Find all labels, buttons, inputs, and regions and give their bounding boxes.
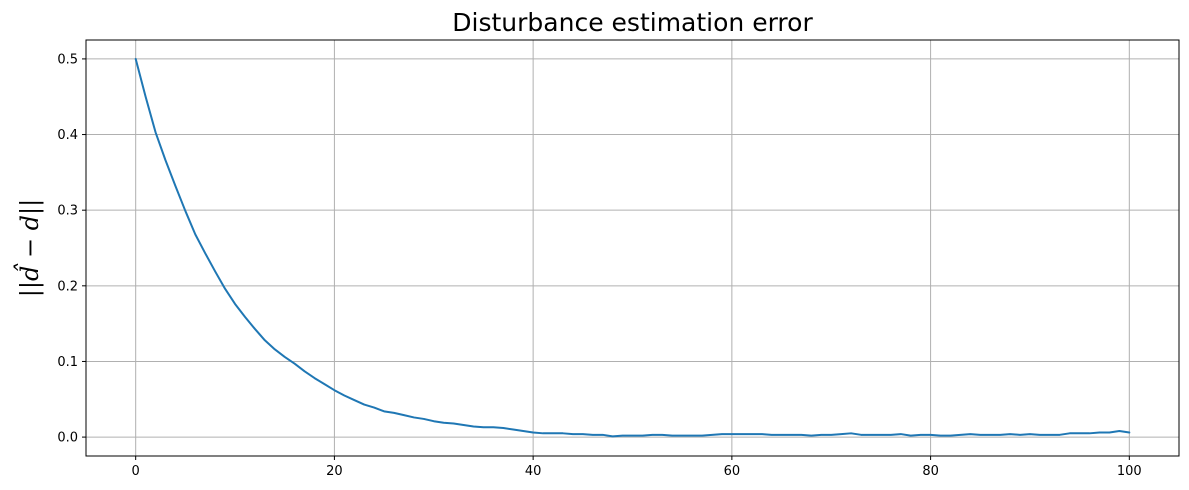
series-layer [134, 57, 1131, 438]
chart-title: Disturbance estimation error [452, 8, 813, 37]
x-tick-label: 40 [525, 464, 542, 479]
grid [86, 40, 1179, 456]
y-tick-label: 0.3 [57, 204, 78, 219]
y-tick-label: 0.0 [57, 431, 78, 446]
series-line [134, 57, 1131, 438]
x-tick-label: 20 [326, 464, 343, 479]
x-tick-label: 80 [922, 464, 939, 479]
y-tick-label: 0.1 [57, 355, 78, 370]
x-tick-label: 60 [724, 464, 741, 479]
x-tick-label: 100 [1117, 464, 1142, 479]
y-axis: 0.0 0.1 0.2 0.3 0.4 0.5 [57, 52, 86, 446]
y-tick-label: 0.2 [57, 279, 78, 294]
y-axis-label: ||d̂ − d|| [13, 199, 45, 297]
x-axis: 0 20 40 60 80 100 [132, 456, 1142, 479]
plot-frame [85, 39, 1180, 457]
x-tick-label: 0 [132, 464, 140, 479]
y-tick-label: 0.5 [57, 52, 78, 67]
y-tick-label: 0.4 [57, 128, 78, 143]
